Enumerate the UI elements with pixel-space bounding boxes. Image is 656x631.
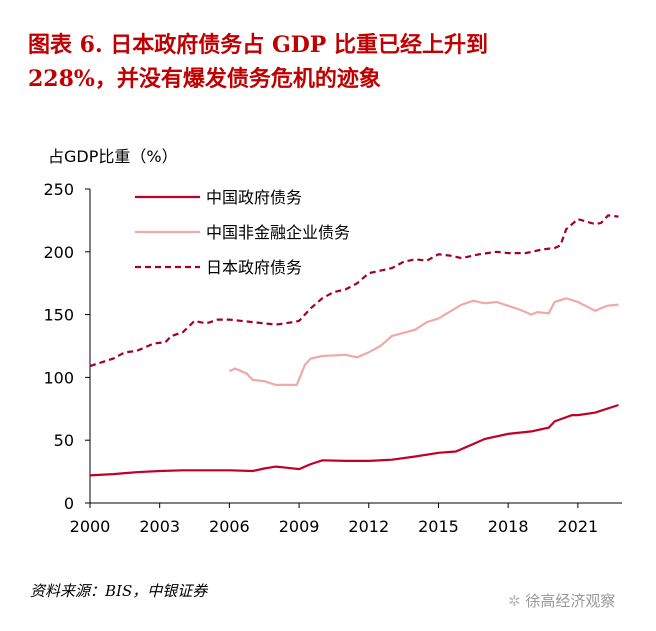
- x-tick-label: 2018: [488, 517, 529, 536]
- legend-label-1: 中国非金融企业债务: [206, 223, 350, 242]
- legend-label-2: 日本政府债务: [206, 258, 302, 277]
- x-tick-label: 2006: [209, 517, 250, 536]
- x-tick-label: 2021: [558, 517, 599, 536]
- y-tick-label: 250: [43, 180, 74, 199]
- watermark-text: 徐高经济观察: [525, 592, 616, 610]
- watermark: ✲ 徐高经济观察: [508, 590, 615, 611]
- legend-label-0: 中国政府债务: [206, 188, 302, 207]
- x-tick-label: 2015: [418, 517, 459, 536]
- series-line-1: [228, 297, 619, 386]
- series-line-2: [89, 214, 619, 368]
- title-line-1: 图表 6. 日本政府债务占 GDP 比重已经上升到: [28, 32, 489, 58]
- x-tick-label: 2000: [70, 517, 111, 536]
- x-tick-label: 2012: [348, 517, 389, 536]
- series-line-0: [89, 403, 619, 477]
- title-line-2: 228%，并没有爆发债务危机的迹象: [28, 66, 381, 92]
- x-tick-label: 2009: [279, 517, 320, 536]
- y-tick-label: 200: [43, 243, 74, 262]
- wechat-icon: ✲: [508, 592, 526, 610]
- x-tick-label: 2003: [139, 517, 180, 536]
- y-axis-label: 占GDP比重（%）: [48, 147, 178, 166]
- y-tick-label: 0: [64, 494, 74, 513]
- y-tick-label: 150: [43, 306, 74, 325]
- chart-title: 图表 6. 日本政府债务占 GDP 比重已经上升到 228%，并没有爆发债务危机…: [28, 28, 488, 96]
- y-tick-label: 100: [43, 368, 74, 387]
- source-note: 资料来源：BIS，中银证券: [30, 582, 208, 600]
- y-tick-label: 50: [54, 431, 74, 450]
